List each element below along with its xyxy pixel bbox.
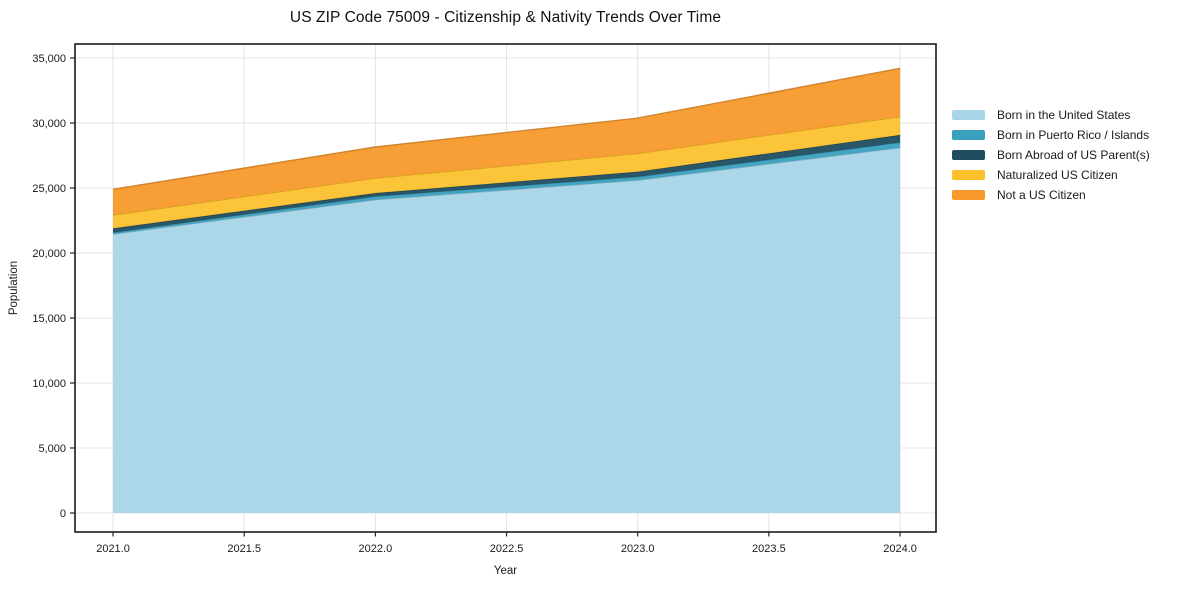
y-tick-label: 30,000 <box>32 118 66 130</box>
y-tick-label: 10,000 <box>32 378 66 390</box>
legend-label: Born in Puerto Rico / Islands <box>997 128 1150 142</box>
legend-item: Naturalized US Citizen <box>952 165 1150 185</box>
y-tick-label: 5,000 <box>38 443 66 455</box>
y-tick-label: 0 <box>60 508 66 520</box>
legend-label: Born Abroad of US Parent(s) <box>997 148 1150 162</box>
x-axis-label: Year <box>493 565 518 577</box>
x-tick-label: 2023.0 <box>621 543 655 555</box>
x-tick-label: 2023.5 <box>752 543 786 555</box>
legend-swatch-icon <box>952 150 985 160</box>
legend-item: Not a US Citizen <box>952 185 1150 205</box>
area-born-in-the-united-states <box>113 147 901 513</box>
legend-label: Not a US Citizen <box>997 188 1086 202</box>
legend-swatch-icon <box>952 110 985 120</box>
legend: Born in the United States Born in Puerto … <box>952 105 1150 205</box>
x-tick-label: 2021.5 <box>227 543 261 555</box>
area-born-abroad-of-us-parent-s- <box>113 135 901 233</box>
y-tick-label: 15,000 <box>32 313 66 325</box>
legend-swatch-icon <box>952 190 985 200</box>
legend-item: Born in Puerto Rico / Islands <box>952 125 1150 145</box>
y-tick-label: 25,000 <box>32 183 66 195</box>
legend-swatch-icon <box>952 130 985 140</box>
y-tick-label: 35,000 <box>32 53 66 65</box>
legend-item: Born Abroad of US Parent(s) <box>952 145 1150 165</box>
area-born-in-puerto-rico-islands <box>113 142 901 235</box>
x-tick-label: 2021.0 <box>96 543 130 555</box>
x-tick-label: 2024.0 <box>883 543 917 555</box>
y-axis-label: Population <box>8 260 20 316</box>
legend-item: Born in the United States <box>952 105 1150 125</box>
axes-frame <box>74 43 937 533</box>
legend-swatch-icon <box>952 170 985 180</box>
area-edge <box>112 67 901 190</box>
chart-title: US ZIP Code 75009 - Citizenship & Nativi… <box>289 9 722 26</box>
legend-label: Naturalized US Citizen <box>997 168 1118 182</box>
x-tick-label: 2022.0 <box>359 543 393 555</box>
x-tick-label: 2022.5 <box>490 543 524 555</box>
area-not-a-us-citizen <box>113 68 901 215</box>
legend-label: Born in the United States <box>997 108 1131 122</box>
y-tick-label: 20,000 <box>32 248 66 260</box>
